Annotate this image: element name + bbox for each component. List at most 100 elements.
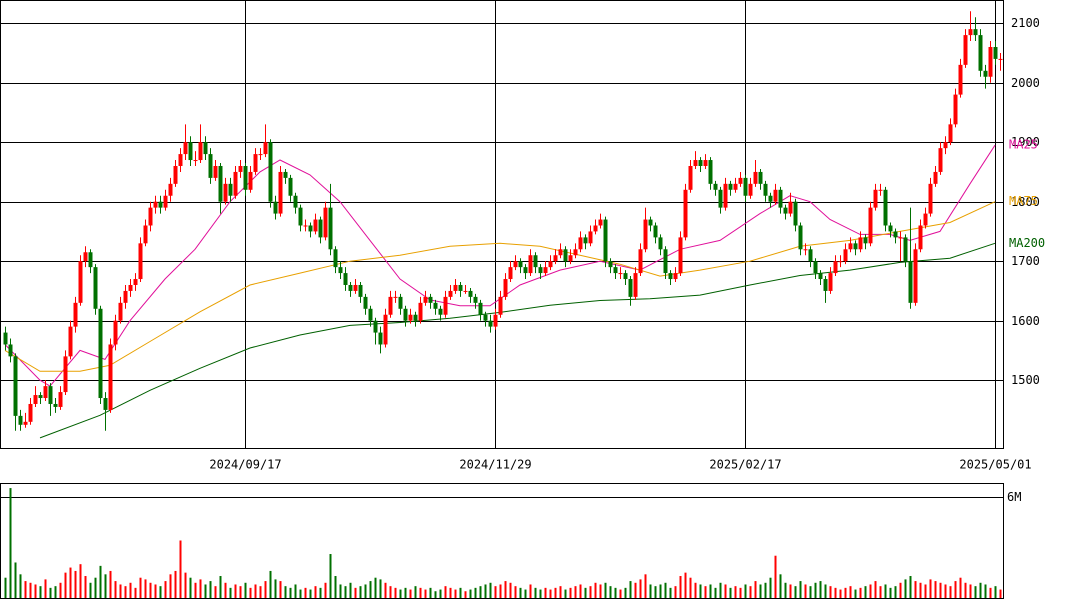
volume-bar xyxy=(659,584,662,598)
volume-bar xyxy=(214,586,217,598)
volume-bar xyxy=(954,581,957,598)
candle-body xyxy=(523,267,528,274)
candle-body xyxy=(703,160,708,166)
volume-bar xyxy=(739,587,742,598)
volume-bar xyxy=(674,586,677,598)
candle-body xyxy=(248,171,253,190)
candle-body xyxy=(28,403,33,422)
volume-bar xyxy=(504,581,507,598)
volume-bar xyxy=(724,584,727,598)
volume-bar xyxy=(189,577,192,598)
volume-bar xyxy=(889,587,892,598)
volume-bar xyxy=(594,582,597,598)
candle-body xyxy=(208,154,213,178)
candle-body xyxy=(213,165,218,178)
volume-bar xyxy=(234,584,237,598)
volume-bar xyxy=(999,589,1002,598)
volume-bar xyxy=(19,574,22,598)
candle-body xyxy=(193,160,198,162)
volume-bar xyxy=(349,582,352,598)
volume-bar xyxy=(584,587,587,598)
y-tick-label: 1900 xyxy=(1011,135,1040,149)
volume-bar xyxy=(444,586,447,598)
volume-bar xyxy=(814,582,817,598)
candle-body xyxy=(898,237,903,239)
volume-bar xyxy=(184,572,187,598)
x-tick-label: 2024/09/17 xyxy=(209,458,281,472)
volume-bar xyxy=(199,579,202,598)
candle-body xyxy=(733,183,738,190)
volume-bar xyxy=(989,587,992,598)
candle-body xyxy=(858,237,863,250)
volume-bar xyxy=(4,577,7,598)
volume-bar xyxy=(469,589,472,598)
candle-body xyxy=(618,273,623,275)
candle-body xyxy=(258,154,263,156)
candle-body xyxy=(653,225,658,238)
volume-bar xyxy=(334,576,337,598)
series-label: MA200 xyxy=(1009,236,1045,250)
candle-body xyxy=(233,171,238,196)
candle-body xyxy=(373,320,378,333)
volume-bar xyxy=(884,584,887,598)
candle-body xyxy=(888,225,893,232)
volume-bar xyxy=(59,582,62,598)
candle-body xyxy=(498,296,503,315)
volume-bar xyxy=(9,488,12,598)
volume-bar xyxy=(694,582,697,598)
candle-body xyxy=(68,326,73,357)
candle-body xyxy=(678,237,683,274)
candle-body xyxy=(773,189,778,202)
candle-body xyxy=(808,249,813,262)
volume-bar xyxy=(274,579,277,598)
volume-bar xyxy=(79,564,82,598)
volume-bar xyxy=(309,589,312,598)
candle-body xyxy=(593,225,598,232)
candle-body xyxy=(473,296,478,303)
volume-bar xyxy=(719,582,722,598)
volume-bar xyxy=(114,581,117,598)
candle-body xyxy=(823,279,828,291)
candle-body xyxy=(253,154,258,172)
candle-body xyxy=(83,252,88,262)
volume-bar xyxy=(559,586,562,598)
volume-bar xyxy=(14,562,17,598)
volume-bar xyxy=(339,584,342,598)
candle-body xyxy=(998,58,1003,60)
candle-body xyxy=(803,249,808,251)
candle-body xyxy=(683,189,688,238)
candle-body xyxy=(218,165,223,202)
volume-bar xyxy=(599,584,602,598)
candle-body xyxy=(38,395,43,399)
candle-body xyxy=(623,273,628,280)
volume-bar xyxy=(514,586,517,598)
volume-bar xyxy=(279,581,282,598)
volume-bar xyxy=(569,587,572,598)
candle-body xyxy=(833,261,838,274)
volume-bar xyxy=(539,589,542,598)
volume-bar xyxy=(579,584,582,598)
volume-bar xyxy=(869,584,872,598)
candle-body xyxy=(198,142,203,161)
candle-body xyxy=(88,252,93,268)
candle-body xyxy=(923,213,928,226)
volume-bar xyxy=(449,587,452,598)
volume-bar xyxy=(649,584,652,598)
volume-bar xyxy=(134,587,137,598)
volume-bar xyxy=(764,582,767,598)
moving-average-line xyxy=(39,242,996,439)
volume-bar xyxy=(194,582,197,598)
volume-bar xyxy=(394,587,397,598)
volume-bar xyxy=(904,579,907,598)
volume-bar xyxy=(554,587,557,598)
candle-body xyxy=(688,165,693,190)
candle-body xyxy=(238,165,243,172)
y-tick-label: 1700 xyxy=(1011,254,1040,268)
candle-body xyxy=(723,183,728,208)
volume-bar xyxy=(169,574,172,598)
candle-body xyxy=(793,201,798,226)
volume-bar xyxy=(919,582,922,598)
candle-body xyxy=(633,273,638,297)
volume-bar xyxy=(959,577,962,598)
volume-bar xyxy=(69,567,72,598)
